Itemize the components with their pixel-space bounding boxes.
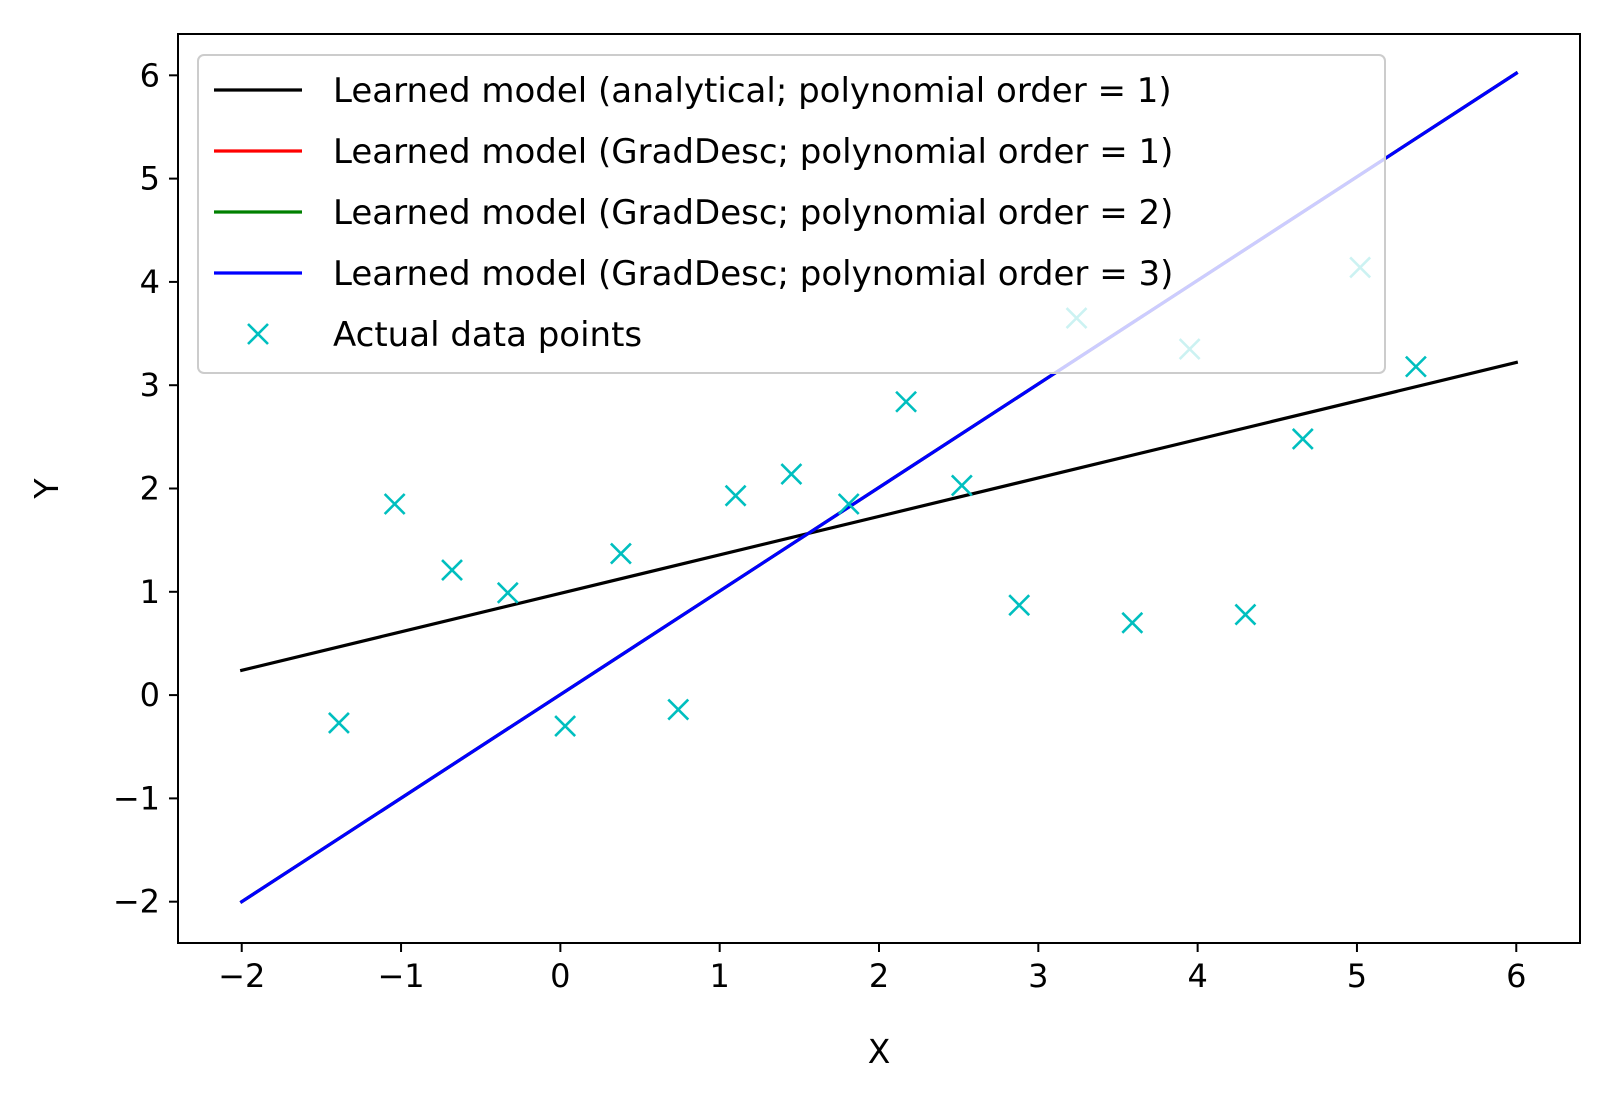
series-line-0	[239, 360, 1519, 673]
data-point-marker	[496, 581, 519, 604]
legend-entry-label: Actual data points	[333, 315, 642, 355]
legend-marker-swatch	[247, 323, 269, 345]
y-tick-label: 4	[140, 263, 160, 301]
data-point-marker	[950, 474, 973, 497]
data-point-marker	[1291, 427, 1314, 450]
x-tick-label: 0	[550, 957, 570, 995]
x-tick-label: −2	[218, 957, 265, 995]
x-tick-label: 1	[710, 957, 730, 995]
x-tick-label: 2	[869, 957, 889, 995]
data-point-marker	[383, 493, 406, 515]
data-point-marker	[327, 712, 350, 734]
x-tick-label: 6	[1506, 957, 1526, 995]
data-point-marker	[780, 463, 803, 485]
data-point-marker	[1121, 611, 1144, 634]
x-tick-label: −1	[377, 957, 424, 995]
x-tick-label: 4	[1187, 957, 1207, 995]
data-point-marker	[609, 542, 632, 565]
data-point-marker	[667, 698, 690, 721]
y-tick-label: 1	[140, 573, 160, 611]
data-point-marker	[895, 390, 918, 413]
data-point-marker	[837, 493, 860, 515]
y-tick-label: −1	[113, 779, 160, 817]
x-tick-label: 3	[1028, 957, 1048, 995]
data-point-marker	[554, 715, 577, 737]
y-tick-label: −2	[113, 883, 160, 921]
data-point-marker	[724, 484, 747, 507]
legend: Learned model (analytical; polynomial or…	[197, 54, 1386, 374]
y-axis-label: Y	[27, 478, 66, 500]
legend-entry-label: Learned model (GradDesc; polynomial orde…	[333, 193, 1173, 233]
x-axis-label: X	[868, 1032, 891, 1071]
data-point-marker	[1404, 355, 1427, 378]
legend-entry-label: Learned model (GradDesc; polynomial orde…	[333, 254, 1173, 294]
x-tick-label: 5	[1347, 957, 1367, 995]
y-tick-label: 3	[140, 366, 160, 404]
y-tick-label: 2	[140, 470, 160, 508]
y-tick-label: 0	[140, 676, 160, 714]
y-tick-label: 6	[140, 56, 160, 94]
legend-entry-label: Learned model (analytical; polynomial or…	[333, 71, 1172, 111]
legend-entry-label: Learned model (GradDesc; polynomial orde…	[333, 132, 1173, 172]
legend-box	[197, 54, 1386, 374]
data-point-marker	[441, 559, 463, 582]
data-point-marker	[1234, 603, 1257, 626]
data-point-marker	[1008, 594, 1031, 617]
y-tick-label: 5	[140, 160, 160, 198]
axes-layer: −2 −1 0 1 2 3 4 5 6 −2 −1 0 1 2 3 4 5 6 X Y	[27, 33, 1581, 1071]
